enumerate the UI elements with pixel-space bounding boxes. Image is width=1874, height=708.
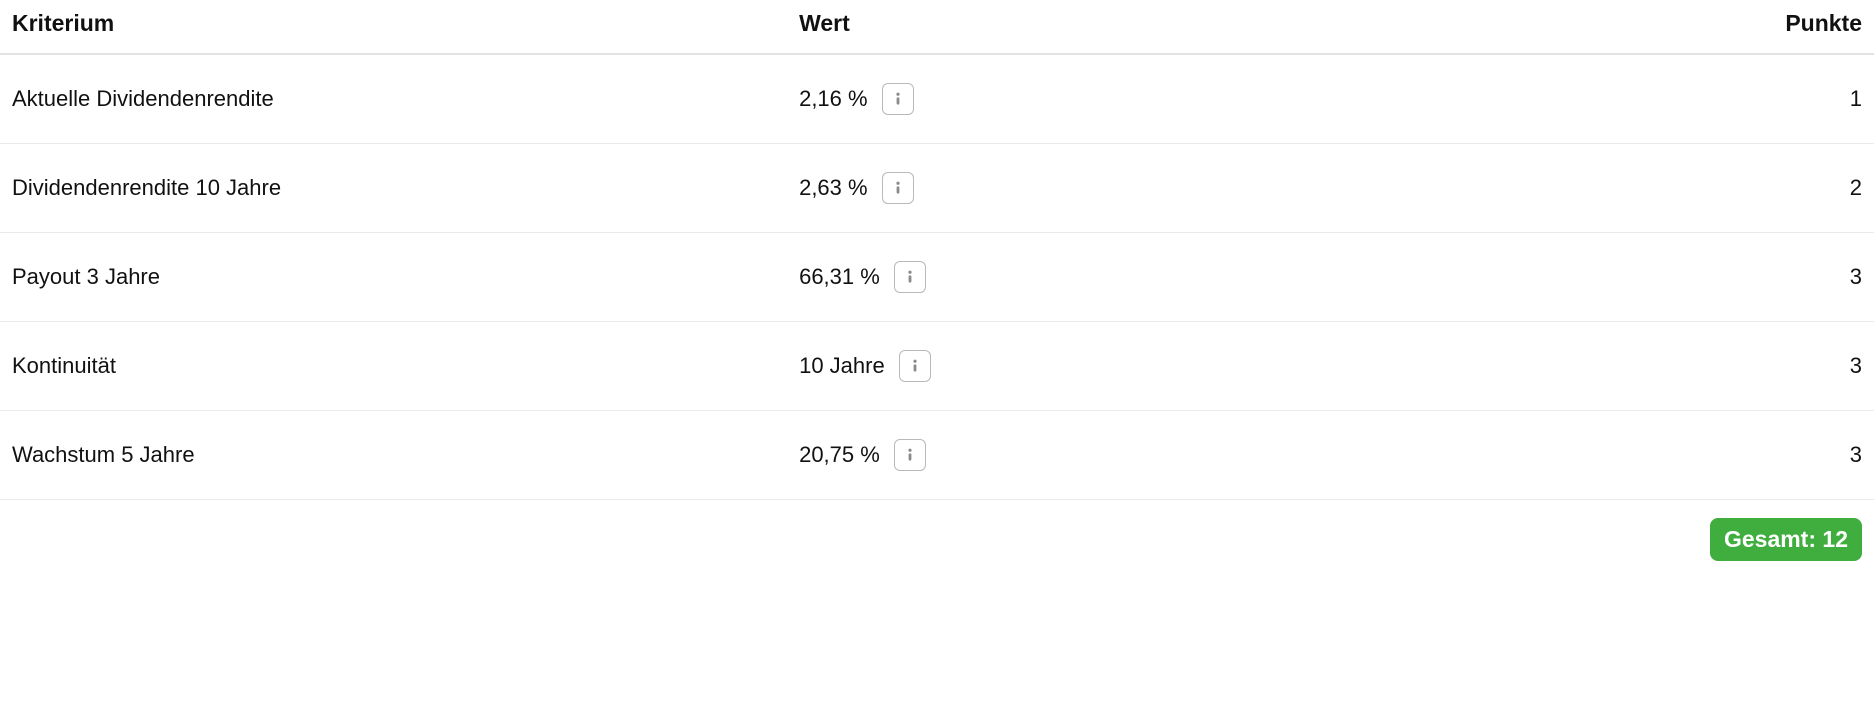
cell-kriterium: Kontinuität — [0, 322, 787, 411]
header-kriterium: Kriterium — [0, 0, 787, 54]
cell-punkte: 1 — [1649, 54, 1874, 144]
criteria-table: Kriterium Wert Punkte Aktuelle Dividende… — [0, 0, 1874, 571]
wert-value: 10 Jahre — [799, 353, 885, 379]
wert-value: 2,63 % — [799, 175, 868, 201]
table-row: Aktuelle Dividendenrendite 2,16 % 1 — [0, 54, 1874, 144]
cell-wert: 66,31 % — [787, 233, 1649, 322]
wert-value: 20,75 % — [799, 442, 880, 468]
wert-value: 2,16 % — [799, 86, 868, 112]
info-icon[interactable] — [894, 261, 926, 293]
table-row: Kontinuität 10 Jahre 3 — [0, 322, 1874, 411]
total-value: 12 — [1822, 526, 1848, 552]
info-icon[interactable] — [894, 439, 926, 471]
cell-kriterium: Dividendenrendite 10 Jahre — [0, 144, 787, 233]
cell-wert: 20,75 % — [787, 411, 1649, 500]
cell-punkte: 3 — [1649, 233, 1874, 322]
cell-kriterium: Wachstum 5 Jahre — [0, 411, 787, 500]
cell-punkte: 3 — [1649, 322, 1874, 411]
total-row: Gesamt: 12 — [0, 500, 1874, 572]
cell-kriterium: Aktuelle Dividendenrendite — [0, 54, 787, 144]
header-wert: Wert — [787, 0, 1649, 54]
header-punkte: Punkte — [1649, 0, 1874, 54]
table-row: Payout 3 Jahre 66,31 % 3 — [0, 233, 1874, 322]
total-badge: Gesamt: 12 — [1710, 518, 1862, 561]
wert-value: 66,31 % — [799, 264, 880, 290]
table-row: Wachstum 5 Jahre 20,75 % 3 — [0, 411, 1874, 500]
info-icon[interactable] — [882, 83, 914, 115]
cell-wert: 2,63 % — [787, 144, 1649, 233]
total-label: Gesamt: — [1724, 526, 1816, 552]
cell-punkte: 2 — [1649, 144, 1874, 233]
cell-kriterium: Payout 3 Jahre — [0, 233, 787, 322]
table-row: Dividendenrendite 10 Jahre 2,63 % 2 — [0, 144, 1874, 233]
cell-wert: 10 Jahre — [787, 322, 1649, 411]
table-header-row: Kriterium Wert Punkte — [0, 0, 1874, 54]
info-icon[interactable] — [899, 350, 931, 382]
info-icon[interactable] — [882, 172, 914, 204]
cell-punkte: 3 — [1649, 411, 1874, 500]
cell-wert: 2,16 % — [787, 54, 1649, 144]
